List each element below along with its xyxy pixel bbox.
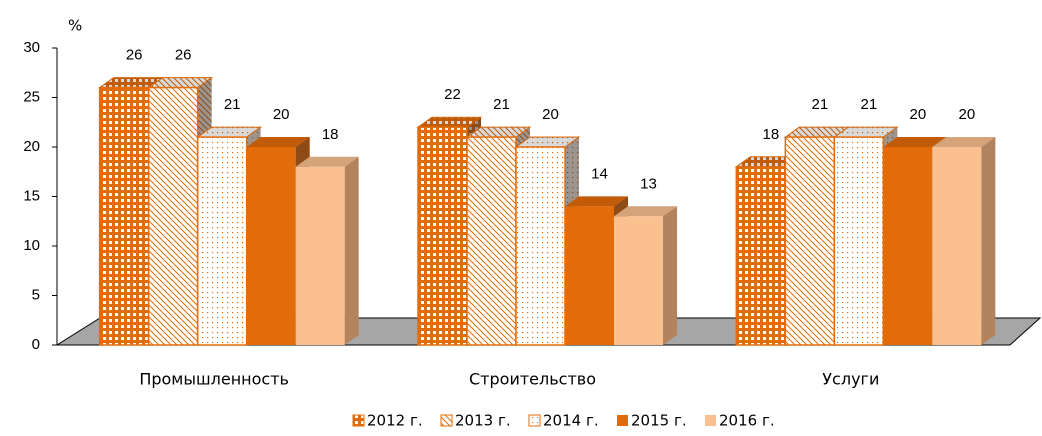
bar xyxy=(735,166,787,346)
legend-swatch xyxy=(440,414,453,427)
bar xyxy=(932,147,982,345)
bar xyxy=(515,146,566,346)
bar-top-shade xyxy=(565,196,628,207)
bar-top-shade xyxy=(99,77,163,88)
bar xyxy=(833,136,885,346)
bar xyxy=(417,126,468,346)
legend-label: 2012 г. xyxy=(367,412,423,430)
bar-top xyxy=(614,206,677,217)
x-tick-label: Промышленность xyxy=(139,370,289,389)
y-tick-label: 20 xyxy=(23,138,40,155)
bar-side-shade xyxy=(981,137,996,345)
legend-swatch xyxy=(528,414,541,427)
bar-side-shade xyxy=(663,206,677,345)
y-tick-label: 10 xyxy=(23,237,40,254)
bar xyxy=(196,136,248,346)
bar-top-shade xyxy=(834,127,898,138)
legend-label: 2016 г. xyxy=(719,412,775,430)
data-label: 18 xyxy=(762,126,779,143)
bar-top-shade xyxy=(932,137,996,147)
bar xyxy=(98,86,150,346)
bar-top-shade xyxy=(785,127,849,138)
y-tick-label: 0 xyxy=(32,336,40,353)
bar xyxy=(883,147,933,345)
y-tick-label: 30 xyxy=(23,39,40,56)
data-label: 18 xyxy=(322,126,339,143)
data-label: 21 xyxy=(811,96,828,113)
bar-top xyxy=(883,137,947,147)
bar-top-shade xyxy=(736,156,800,167)
y-tick-label: 15 xyxy=(23,187,40,204)
bar-top-shade xyxy=(418,117,481,128)
x-tick-label: Услуги xyxy=(822,370,879,389)
bar-top xyxy=(565,196,628,207)
bar xyxy=(466,136,517,346)
bar-top-shade xyxy=(148,77,212,88)
x-tick-label: Строительство xyxy=(469,370,596,389)
bar-top xyxy=(932,137,996,147)
legend-swatch xyxy=(352,414,365,427)
y-tick-label: 25 xyxy=(23,88,40,105)
legend-label: 2014 г. xyxy=(543,412,599,430)
bar-top-shade xyxy=(516,137,579,147)
data-label: 21 xyxy=(224,96,241,113)
y-unit: % xyxy=(68,17,82,35)
data-label: 20 xyxy=(909,106,926,123)
bar-top-shade xyxy=(246,137,310,147)
data-label: 20 xyxy=(542,106,559,123)
legend-swatch xyxy=(617,415,628,426)
bar-top-shade xyxy=(295,156,359,167)
data-label: 26 xyxy=(175,47,192,64)
legend-swatch xyxy=(705,415,716,426)
bar xyxy=(295,166,345,345)
data-label: 20 xyxy=(958,106,975,123)
data-label: 20 xyxy=(273,106,290,123)
bar xyxy=(614,216,663,345)
bar-top-shade xyxy=(197,127,261,138)
data-label: 13 xyxy=(640,175,657,192)
legend-label: 2015 г. xyxy=(631,412,687,430)
bar xyxy=(246,147,296,345)
bar-side xyxy=(981,137,996,345)
legend-label: 2013 г. xyxy=(455,412,511,430)
bar-side xyxy=(663,206,677,345)
bar-top-shade xyxy=(883,137,947,147)
bar-side xyxy=(344,156,359,345)
bar xyxy=(784,136,836,346)
bar-top-shade xyxy=(614,206,677,217)
bar-top xyxy=(295,156,359,167)
data-label: 14 xyxy=(591,165,608,182)
data-label: 22 xyxy=(444,86,461,103)
y-tick-label: 5 xyxy=(32,286,40,303)
bar-top-shade xyxy=(467,127,530,138)
data-label: 21 xyxy=(493,96,510,113)
bar xyxy=(565,206,614,345)
data-label: 26 xyxy=(126,47,143,64)
bar xyxy=(147,86,199,346)
bar-top xyxy=(246,137,310,147)
data-label: 21 xyxy=(860,96,877,113)
bar-side-shade xyxy=(344,156,359,345)
